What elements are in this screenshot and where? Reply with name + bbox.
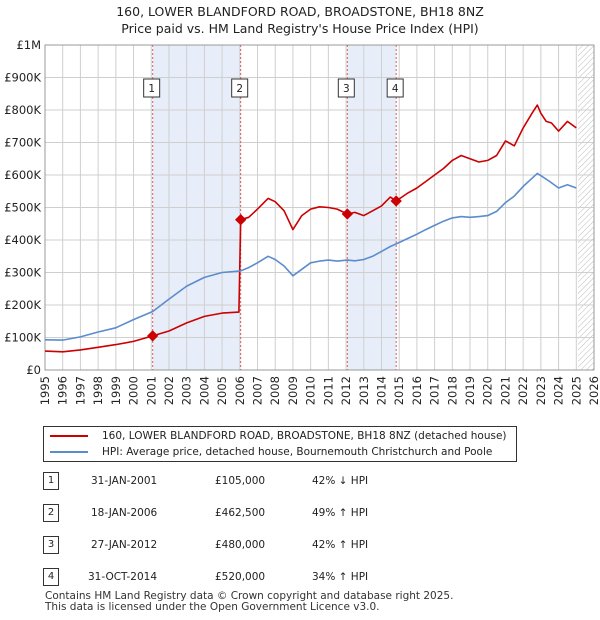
sale-row: 4 31-OCT-2014 £520,000 34% ↑ HPI bbox=[0, 568, 600, 588]
y-tick-label: £600K bbox=[4, 168, 41, 182]
x-tick-label: 2007 bbox=[251, 376, 265, 405]
sale-price: £520,000 bbox=[215, 571, 266, 583]
legend-label-property: 160, LOWER BLANDFORD ROAD, BROADSTONE, B… bbox=[102, 430, 507, 442]
y-tick-label: £300K bbox=[4, 266, 41, 280]
sale-point-marker bbox=[341, 208, 353, 220]
x-tick-label: 2008 bbox=[268, 376, 282, 405]
y-tick-label: £100K bbox=[4, 331, 41, 345]
x-tick-label: 1996 bbox=[56, 376, 70, 405]
x-tick-label: 2009 bbox=[286, 376, 300, 405]
x-tick-label: 2022 bbox=[516, 376, 530, 405]
x-tick-label: 1995 bbox=[38, 376, 52, 405]
sale-number: 2 bbox=[43, 504, 59, 522]
legend-label-hpi: HPI: Average price, detached house, Bour… bbox=[102, 446, 493, 458]
legend-item-property: 160, LOWER BLANDFORD ROAD, BROADSTONE, B… bbox=[50, 429, 507, 444]
y-tick-label: £700K bbox=[4, 136, 41, 150]
legend-item-hpi: HPI: Average price, detached house, Bour… bbox=[50, 445, 492, 460]
x-tick-label: 2026 bbox=[587, 376, 600, 405]
y-tick-label: £900K bbox=[4, 71, 41, 85]
y-tick-label: £1M bbox=[16, 38, 41, 52]
y-tick-label: £500K bbox=[4, 201, 41, 215]
title-line-2: Price paid vs. HM Land Registry's House … bbox=[121, 21, 479, 36]
sale-hpi: 42% ↑ HPI bbox=[312, 539, 369, 551]
sale-row: 2 18-JAN-2006 £462,500 49% ↑ HPI bbox=[0, 504, 600, 524]
x-tick-label: 2020 bbox=[481, 376, 495, 405]
legend: 160, LOWER BLANDFORD ROAD, BROADSTONE, B… bbox=[43, 426, 517, 462]
x-tick-label: 2023 bbox=[534, 376, 548, 405]
y-tick-label: £400K bbox=[4, 233, 41, 247]
x-tick-label: 2005 bbox=[215, 376, 229, 405]
plot-border bbox=[44, 44, 595, 371]
legend-swatch-blue bbox=[50, 451, 88, 453]
sale-number: 1 bbox=[43, 472, 59, 490]
x-tick-label: 2012 bbox=[339, 376, 353, 405]
x-tick-label: 2021 bbox=[498, 376, 512, 405]
x-tick-label: 2004 bbox=[197, 376, 211, 405]
sale-date: 18-JAN-2006 bbox=[91, 507, 158, 519]
sale-number-box bbox=[143, 78, 161, 98]
footer-license: This data is licensed under the Open Gov… bbox=[45, 601, 380, 613]
hpi-line bbox=[44, 172, 577, 341]
sale-number-box bbox=[386, 78, 404, 98]
x-tick-label: 2010 bbox=[304, 376, 318, 405]
sale-date: 27-JAN-2012 bbox=[91, 539, 158, 551]
sale-price: £462,500 bbox=[215, 507, 266, 519]
x-tick-label: 2017 bbox=[428, 376, 442, 405]
x-tick-label: 2003 bbox=[180, 376, 194, 405]
sale-point-marker bbox=[235, 214, 247, 226]
x-tick-label: 2001 bbox=[144, 376, 158, 405]
sale-hpi: 34% ↑ HPI bbox=[312, 571, 369, 583]
x-tick-label: 2015 bbox=[392, 376, 406, 405]
x-tick-label: 2024 bbox=[552, 376, 566, 405]
sale-point-marker bbox=[147, 330, 159, 342]
sale-number-label: 3 bbox=[343, 83, 350, 95]
x-tick-label: 2011 bbox=[321, 376, 335, 405]
property-price-line bbox=[44, 104, 577, 353]
x-tick-label: 2006 bbox=[233, 376, 247, 405]
sale-number-label: 1 bbox=[148, 83, 155, 95]
y-tick-label: £800K bbox=[4, 103, 41, 117]
sale-hpi: 49% ↑ HPI bbox=[312, 507, 369, 519]
x-tick-label: 2019 bbox=[463, 376, 477, 405]
x-tick-label: 2018 bbox=[445, 376, 459, 405]
y-tick-label: £0 bbox=[26, 363, 41, 377]
x-tick-label: 2013 bbox=[357, 376, 371, 405]
x-tick-label: 2016 bbox=[410, 376, 424, 405]
sale-number-label: 2 bbox=[236, 83, 243, 95]
sale-row: 1 31-JAN-2001 £105,000 42% ↓ HPI bbox=[0, 472, 600, 492]
title-line-1: 160, LOWER BLANDFORD ROAD, BROADSTONE, B… bbox=[116, 4, 484, 19]
sale-price: £480,000 bbox=[215, 539, 266, 551]
sale-number-box bbox=[231, 78, 249, 98]
x-tick-label: 1998 bbox=[91, 376, 105, 405]
y-tick-label: £200K bbox=[4, 298, 41, 312]
chart-title: 160, LOWER BLANDFORD ROAD, BROADSTONE, B… bbox=[0, 3, 600, 37]
x-tick-label: 2000 bbox=[127, 376, 141, 405]
x-tick-label: 2002 bbox=[162, 376, 176, 405]
x-tick-label: 2014 bbox=[374, 376, 388, 405]
footer-copyright: Contains HM Land Registry data © Crown c… bbox=[45, 590, 454, 602]
sale-hpi: 42% ↓ HPI bbox=[312, 475, 369, 487]
price-chart: 1 2 3 4 £0 £100K £200K £300K £400K £500K £600K £70… bbox=[4, 38, 600, 405]
sale-number-box bbox=[337, 78, 355, 98]
x-tick-label: 2025 bbox=[569, 376, 583, 405]
legend-swatch-red bbox=[50, 435, 88, 437]
x-tick-label: 1997 bbox=[73, 376, 87, 405]
sale-number-label: 4 bbox=[392, 83, 399, 95]
sale-price: £105,000 bbox=[215, 475, 266, 487]
sale-point-marker bbox=[390, 195, 402, 207]
sale-date: 31-JAN-2001 bbox=[91, 475, 158, 487]
sale-number: 3 bbox=[43, 536, 59, 554]
footer: Contains HM Land Registry data © Crown c… bbox=[45, 591, 453, 613]
sale-number: 4 bbox=[43, 568, 59, 586]
sale-row: 3 27-JAN-2012 £480,000 42% ↑ HPI bbox=[0, 536, 600, 556]
sale-date: 31-OCT-2014 bbox=[88, 571, 157, 583]
x-tick-label: 1999 bbox=[109, 376, 123, 405]
